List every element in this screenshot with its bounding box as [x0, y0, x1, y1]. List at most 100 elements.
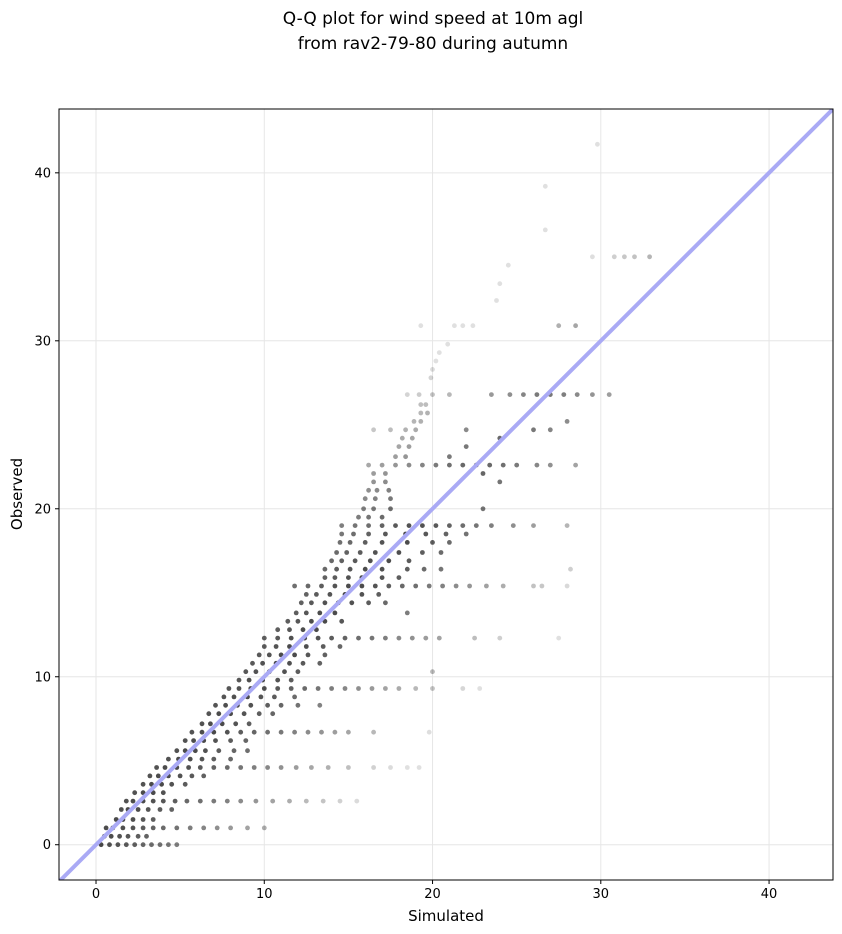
data-point — [332, 610, 338, 616]
data-point — [463, 444, 469, 449]
data-point — [366, 531, 371, 537]
data-point — [396, 686, 402, 691]
data-point — [379, 514, 385, 520]
data-point — [443, 531, 449, 537]
data-point — [371, 729, 376, 735]
data-point — [416, 765, 422, 770]
data-point — [590, 392, 595, 397]
data-point — [379, 462, 385, 468]
data-point — [497, 281, 503, 287]
data-point — [251, 729, 257, 735]
data-point — [403, 454, 408, 460]
data-point — [211, 756, 217, 762]
data-point — [278, 729, 284, 735]
data-point — [236, 686, 242, 691]
data-point — [539, 583, 545, 589]
data-point — [166, 842, 171, 848]
data-point — [300, 627, 306, 633]
data-point — [132, 790, 138, 796]
data-point — [292, 652, 297, 658]
x-tick-label: 20 — [424, 887, 441, 902]
data-point — [125, 833, 131, 839]
data-point — [320, 798, 326, 804]
data-point — [278, 702, 284, 708]
data-point — [436, 350, 442, 355]
data-point — [371, 479, 376, 485]
y-tick-label: 0 — [43, 838, 51, 853]
data-point — [197, 765, 203, 770]
data-point — [103, 825, 109, 831]
data-point — [189, 773, 195, 779]
data-point — [352, 558, 358, 564]
data-point — [396, 550, 402, 555]
data-point — [157, 807, 163, 812]
y-axis-label: Observed — [8, 458, 26, 530]
data-point — [497, 479, 503, 485]
data-point — [288, 677, 294, 683]
data-point — [201, 825, 207, 831]
data-point — [270, 711, 276, 717]
data-point — [295, 669, 301, 675]
data-point — [132, 842, 138, 848]
data-point — [224, 729, 230, 735]
data-point — [216, 748, 222, 754]
data-point — [393, 454, 398, 460]
data-point — [406, 558, 412, 564]
x-tick-label: 40 — [761, 887, 778, 902]
data-point — [231, 748, 237, 754]
data-point — [154, 765, 160, 770]
data-point — [383, 471, 388, 476]
data-point — [118, 807, 124, 812]
data-point — [144, 833, 149, 839]
data-point — [251, 765, 257, 770]
data-point — [423, 635, 429, 641]
data-point — [278, 765, 284, 770]
data-point — [201, 773, 207, 779]
data-point — [337, 644, 343, 649]
data-point — [293, 765, 299, 770]
reference-line — [59, 109, 833, 880]
data-point — [305, 729, 311, 735]
data-point — [150, 798, 156, 804]
data-point — [467, 583, 472, 589]
data-point — [573, 323, 578, 329]
data-point — [514, 462, 520, 468]
data-point — [460, 323, 466, 329]
data-point — [303, 644, 309, 649]
data-point — [359, 592, 365, 597]
plot-frame — [58, 108, 834, 881]
data-point — [477, 686, 483, 691]
data-point — [334, 566, 339, 572]
data-point — [445, 341, 451, 347]
data-point — [438, 550, 444, 555]
data-point — [309, 618, 314, 624]
data-point — [404, 765, 410, 770]
x-axis-label: Simulated — [408, 907, 484, 925]
data-point — [564, 419, 570, 424]
data-point — [309, 765, 314, 770]
data-point — [480, 471, 486, 476]
data-point — [460, 686, 466, 691]
data-point — [447, 523, 452, 528]
data-point — [349, 600, 355, 606]
data-point — [272, 694, 277, 700]
data-point — [226, 686, 232, 691]
x-tick-label: 0 — [92, 887, 100, 902]
data-point — [383, 686, 388, 691]
data-point — [213, 738, 218, 743]
data-point — [253, 798, 259, 804]
data-point — [561, 392, 567, 397]
data-point — [189, 729, 195, 735]
data-point — [418, 323, 424, 329]
data-point — [521, 392, 526, 397]
y-tick-label: 20 — [34, 502, 51, 517]
data-point — [611, 254, 617, 260]
data-point — [275, 627, 281, 633]
data-point — [531, 583, 536, 589]
data-point — [403, 427, 408, 433]
reference-line-group — [59, 109, 833, 880]
data-point — [107, 842, 112, 848]
data-point — [337, 540, 343, 545]
data-point — [568, 566, 573, 572]
data-point — [342, 635, 348, 641]
